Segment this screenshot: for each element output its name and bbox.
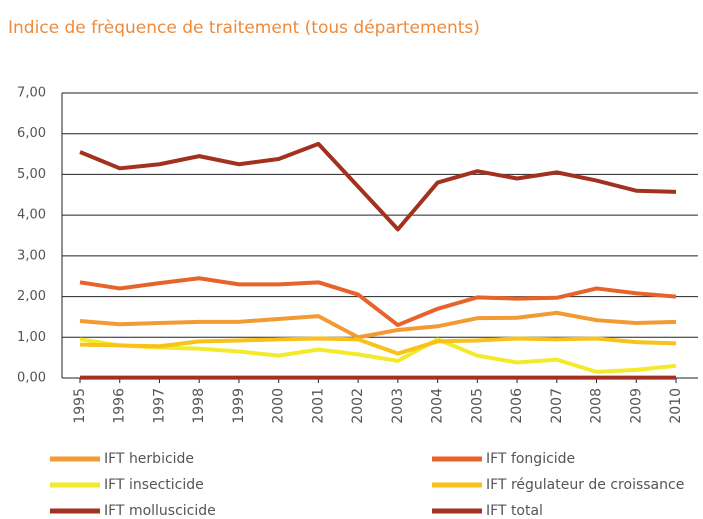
y-tick-label: 2,00 — [17, 289, 46, 304]
x-tick-label: 2008 — [589, 388, 605, 424]
series-line — [79, 336, 677, 356]
series-line — [79, 141, 677, 232]
series-line — [79, 310, 677, 340]
y-tick-label: 1,00 — [17, 330, 46, 345]
x-tick-label: 2003 — [390, 388, 406, 424]
y-tick-label: 4,00 — [17, 208, 46, 223]
x-tick-label: 1997 — [151, 388, 167, 424]
x-tick-label: 2002 — [350, 388, 366, 424]
series-line — [79, 276, 677, 328]
x-tick-label: 1998 — [191, 388, 207, 424]
legend-label: IFT fongicide — [486, 451, 575, 467]
legend-label: IFT herbicide — [104, 451, 194, 467]
legend-label: IFT régulateur de croissance — [486, 477, 684, 493]
x-tick-label: 1996 — [112, 388, 128, 424]
x-tick-label: 1999 — [231, 388, 247, 424]
series-line — [79, 337, 677, 374]
x-tick-label: 2001 — [310, 388, 326, 424]
x-tick-label: 2007 — [549, 388, 565, 424]
x-tick-label: 2010 — [668, 388, 684, 424]
x-tick-label: 2004 — [430, 388, 446, 424]
x-tick-label: 1995 — [72, 388, 88, 424]
chart-title: Indice de frèquence de traitement (tous … — [8, 18, 480, 38]
legend-label: IFT insecticide — [104, 477, 204, 493]
x-tick-label: 2009 — [628, 388, 644, 424]
y-tick-label: 5,00 — [17, 167, 46, 182]
x-tick-label: 2005 — [469, 388, 485, 424]
x-tick-label: 2000 — [271, 388, 287, 424]
legend-label: IFT total — [486, 503, 543, 519]
x-tick-label: 2006 — [509, 388, 525, 424]
y-tick-label: 7,00 — [17, 86, 46, 101]
y-tick-label: 6,00 — [17, 126, 46, 141]
legend-label: IFT molluscicide — [104, 503, 216, 519]
y-tick-label: 3,00 — [17, 248, 46, 263]
y-tick-label: 0,00 — [17, 371, 46, 386]
